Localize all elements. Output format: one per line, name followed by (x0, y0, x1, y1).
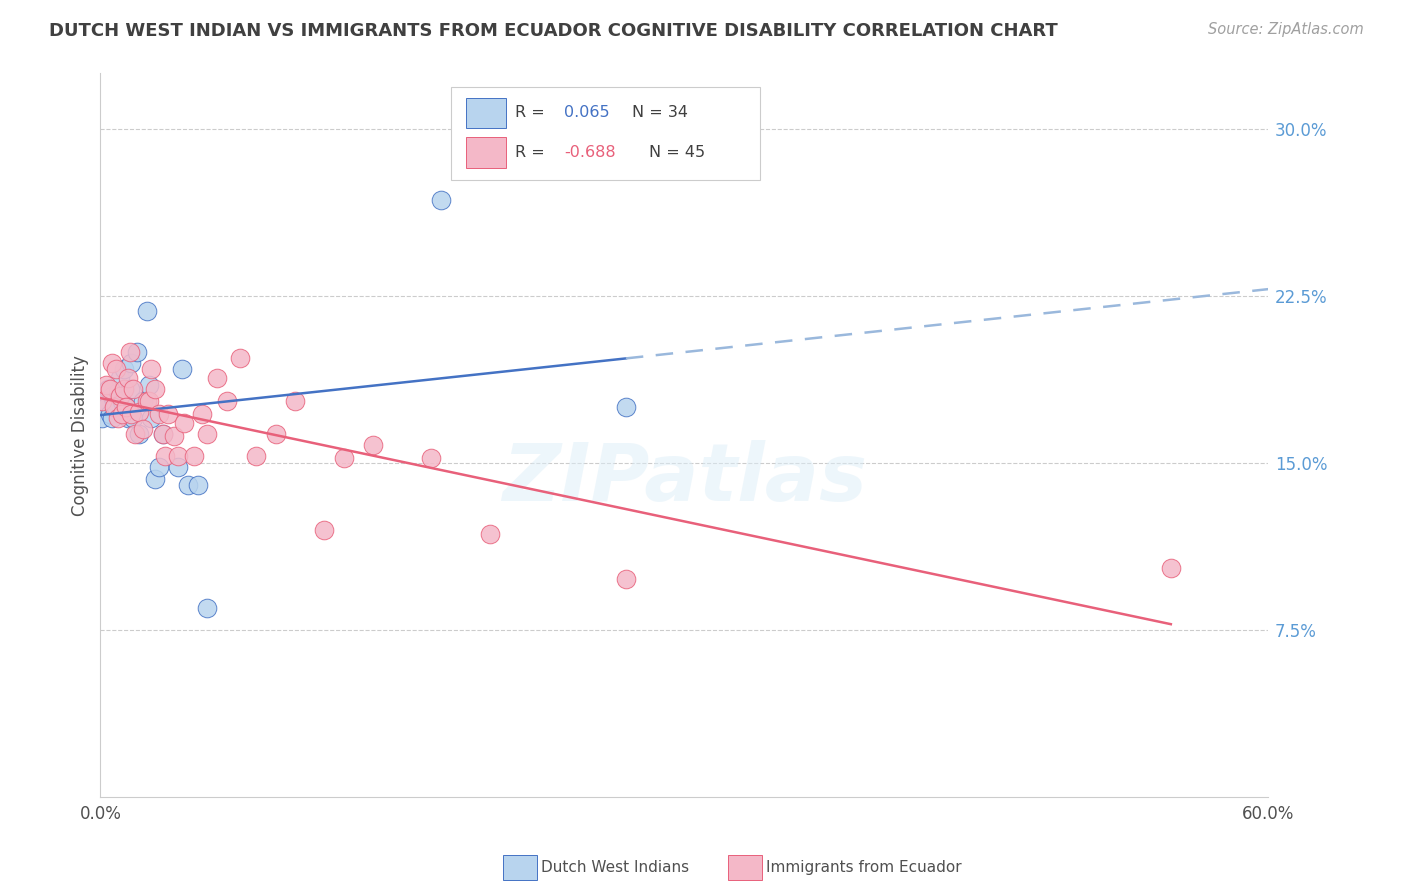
Point (91, 411, 114, 425)
Point (128, 426, 150, 441)
Point (101, 356, 124, 370)
Point (229, 351, 252, 366)
Point (112, 362, 135, 376)
Point (614, 572, 637, 586)
Point (167, 449, 190, 463)
Point (98, 383, 121, 397)
Point (103, 401, 125, 415)
Point (108, 371, 131, 385)
Point (183, 449, 205, 463)
FancyBboxPatch shape (465, 137, 506, 168)
Point (93, 393, 115, 408)
Point (264, 426, 287, 441)
Point (139, 411, 162, 425)
Point (430, 193, 453, 207)
Point (177, 478, 200, 492)
Text: ZIPatlas: ZIPatlas (502, 440, 866, 517)
Point (96, 378, 118, 392)
Point (163, 429, 186, 443)
Point (111, 393, 134, 408)
Point (143, 471, 166, 485)
Point (245, 449, 267, 463)
Text: N = 45: N = 45 (650, 145, 706, 161)
Point (153, 449, 176, 463)
Point (332, 451, 354, 466)
Point (197, 600, 219, 615)
Point (157, 407, 180, 421)
Text: DUTCH WEST INDIAN VS IMMIGRANTS FROM ECUADOR COGNITIVE DISABILITY CORRELATION CH: DUTCH WEST INDIAN VS IMMIGRANTS FROM ECU… (49, 22, 1057, 40)
Point (122, 411, 145, 425)
Point (148, 460, 170, 475)
Point (614, 401, 637, 415)
Text: Source: ZipAtlas.com: Source: ZipAtlas.com (1208, 22, 1364, 37)
Point (101, 411, 124, 425)
Point (111, 407, 134, 421)
Text: Dutch West Indians: Dutch West Indians (541, 860, 689, 874)
Point (361, 438, 384, 452)
Point (112, 383, 135, 397)
Point (121, 407, 143, 421)
Point (107, 411, 129, 425)
Point (138, 378, 160, 392)
Point (101, 389, 124, 403)
Point (117, 371, 139, 385)
Text: R =: R = (515, 145, 550, 161)
Point (173, 416, 195, 430)
Point (172, 362, 194, 376)
Point (143, 383, 166, 397)
Point (118, 383, 141, 397)
Point (132, 422, 155, 436)
Text: Immigrants from Ecuador: Immigrants from Ecuador (766, 860, 962, 874)
Point (314, 523, 336, 537)
Point (139, 362, 162, 376)
Point (104, 362, 127, 376)
Point (136, 393, 159, 408)
Point (152, 426, 174, 441)
Point (132, 393, 155, 408)
Point (114, 401, 136, 415)
Point (91, 393, 114, 408)
Y-axis label: Cognitive Disability: Cognitive Disability (72, 355, 89, 516)
FancyBboxPatch shape (465, 97, 506, 128)
Point (124, 426, 146, 441)
Point (148, 407, 170, 421)
Point (138, 393, 160, 408)
Point (190, 407, 212, 421)
Text: N = 34: N = 34 (631, 105, 688, 120)
Point (117, 411, 139, 425)
Point (197, 426, 219, 441)
Point (107, 384, 129, 399)
Point (121, 356, 143, 370)
Point (128, 405, 150, 419)
Point (284, 393, 307, 408)
Point (96, 401, 118, 415)
Point (103, 393, 125, 408)
Point (122, 383, 145, 397)
Point (167, 460, 190, 475)
Point (97, 383, 120, 397)
Point (1160, 560, 1182, 574)
Point (127, 344, 149, 359)
Point (478, 527, 501, 541)
Point (205, 371, 228, 385)
Point (108, 389, 131, 403)
Point (98, 407, 121, 421)
Point (136, 304, 159, 318)
Point (104, 401, 127, 415)
Text: -0.688: -0.688 (564, 145, 616, 161)
Text: 0.065: 0.065 (564, 105, 610, 120)
Point (152, 426, 174, 441)
Point (187, 478, 209, 492)
FancyBboxPatch shape (451, 87, 761, 180)
Point (118, 344, 141, 359)
Point (420, 451, 443, 466)
Point (114, 401, 136, 415)
Point (215, 393, 238, 408)
Text: R =: R = (515, 105, 550, 120)
